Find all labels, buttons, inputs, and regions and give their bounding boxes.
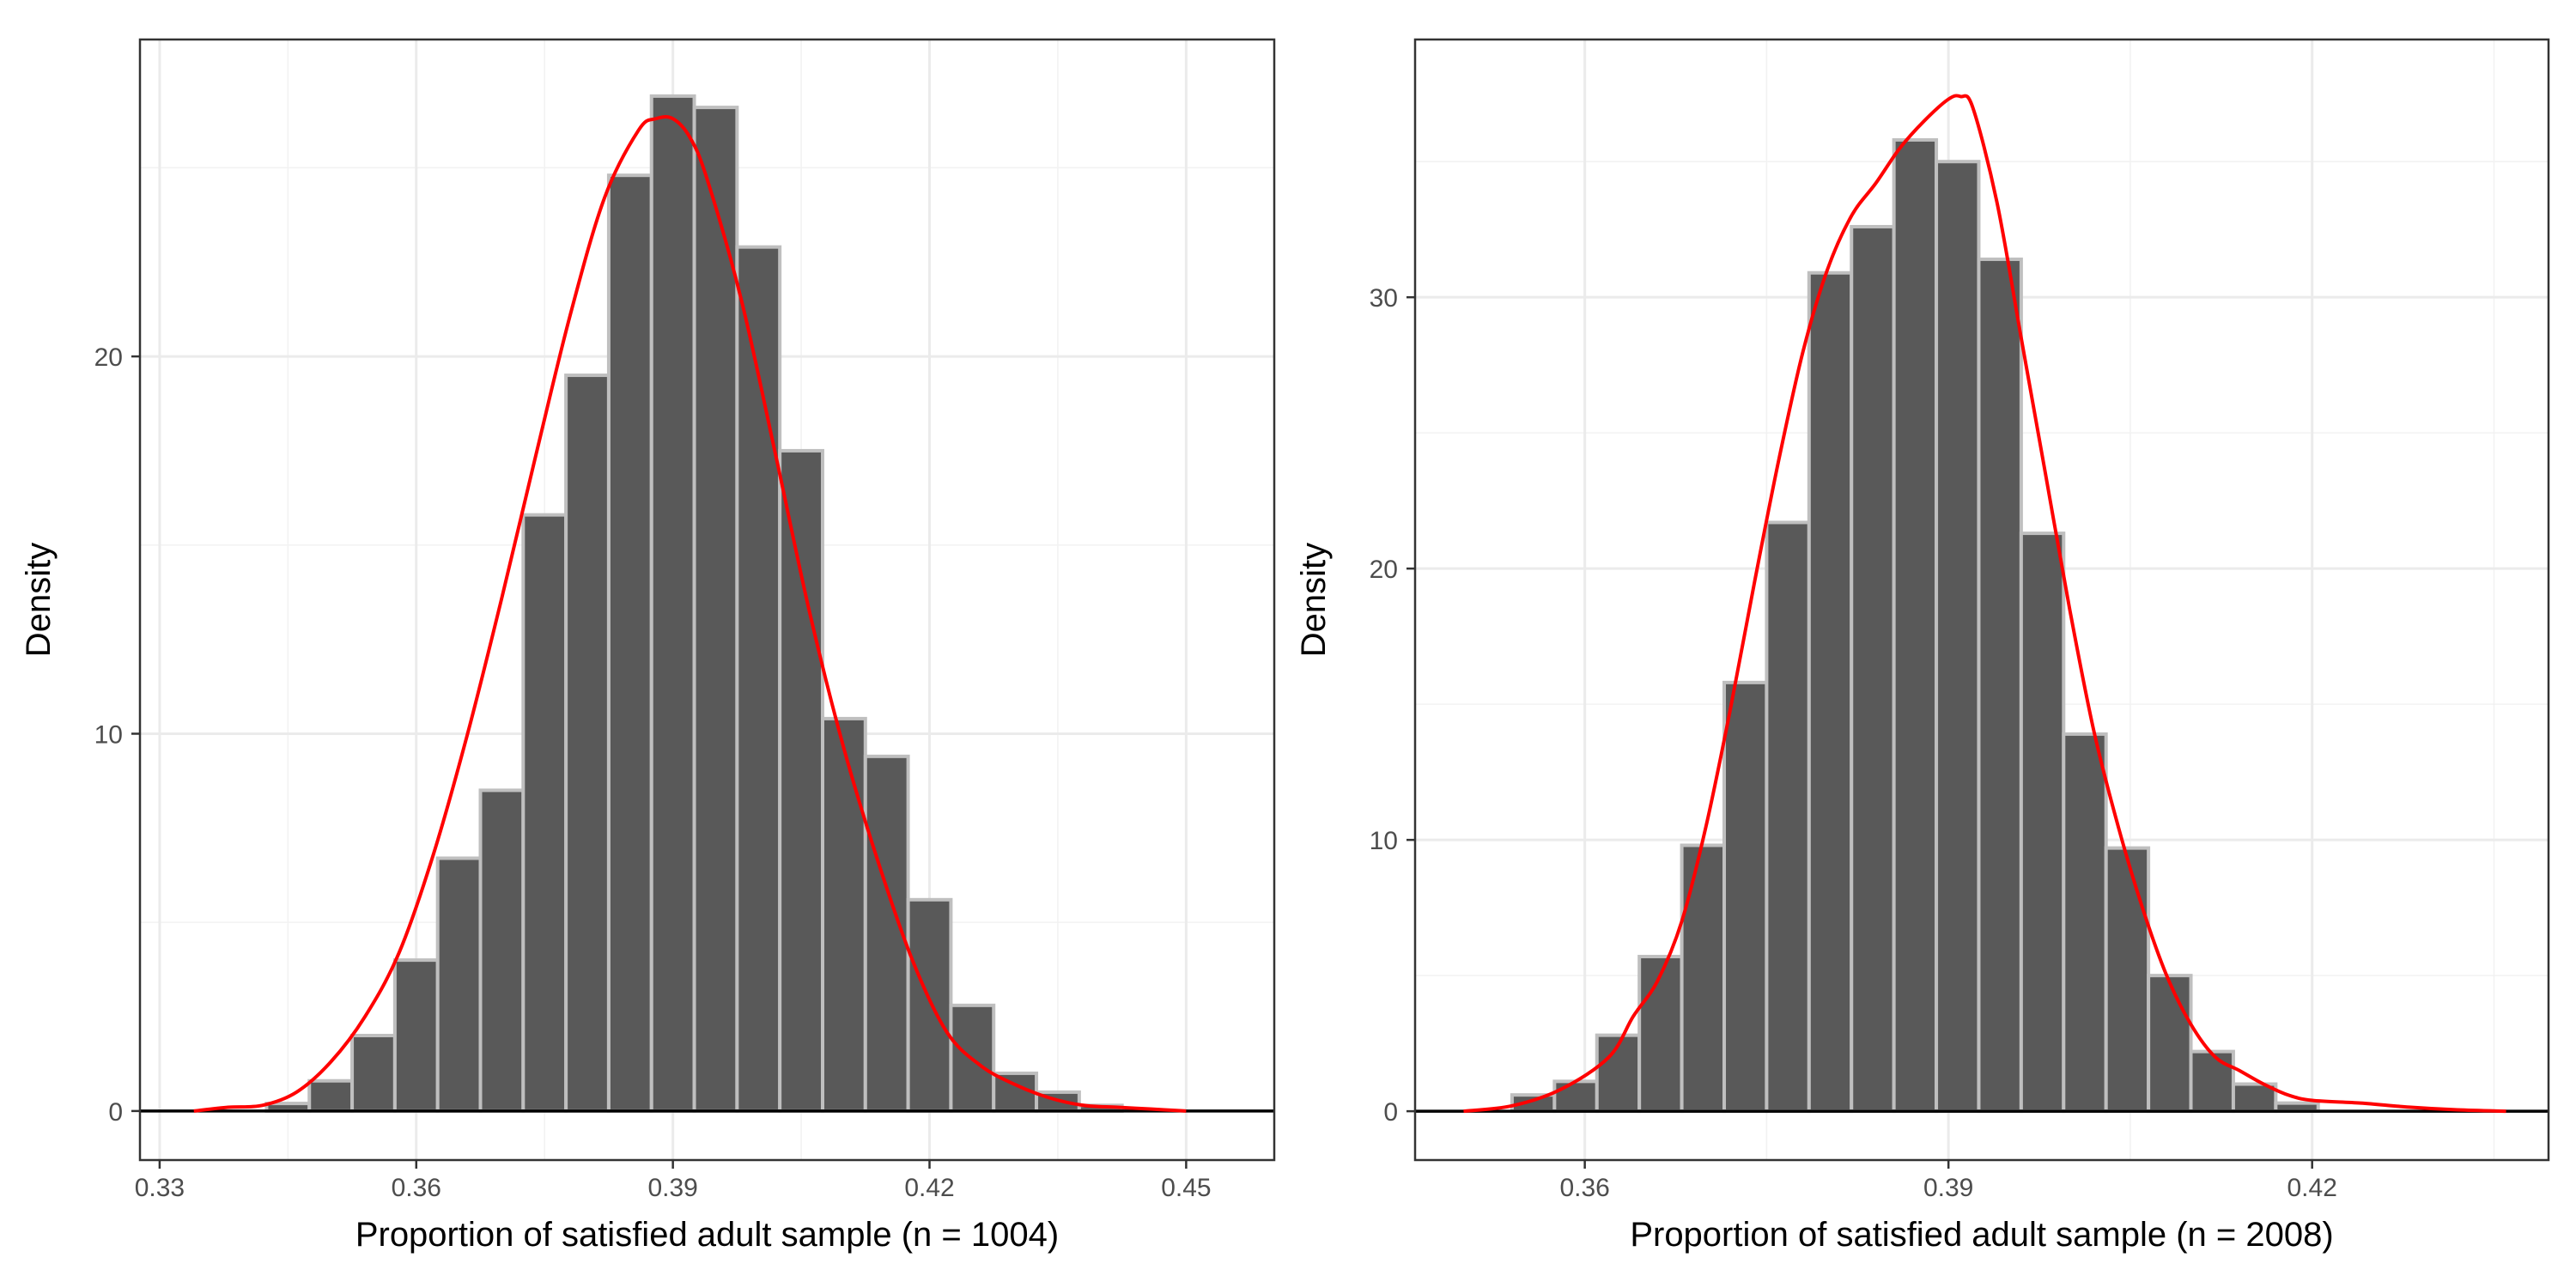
histogram-bar bbox=[2019, 532, 2066, 1114]
histogram-bar bbox=[1850, 225, 1896, 1114]
y-tick-label: 10 bbox=[1370, 827, 1398, 855]
histogram-bar bbox=[1637, 955, 1684, 1114]
histogram-bar bbox=[2189, 1049, 2235, 1114]
x-tick-label: 0.39 bbox=[647, 1174, 697, 1202]
y-axis-ticks: 0 10 20 bbox=[94, 343, 140, 1127]
histogram-panel-right: 0.36 0.39 0.42 0 10 20 30 Proportion of satisfi… bbox=[1295, 38, 2550, 1254]
histogram-bar bbox=[435, 856, 483, 1113]
histogram-bar bbox=[1935, 160, 1981, 1114]
histogram-bar bbox=[307, 1078, 355, 1113]
x-tick-label: 0.39 bbox=[1923, 1174, 1973, 1202]
panel-border bbox=[1413, 38, 2550, 1162]
y-axis-title: Density bbox=[1295, 543, 1333, 657]
x-axis-ticks: 0.36 0.39 0.42 bbox=[1559, 1160, 2337, 1202]
histogram-bar bbox=[478, 788, 526, 1113]
histogram-bar bbox=[521, 513, 568, 1113]
x-tick-label: 0.42 bbox=[904, 1174, 954, 1202]
histogram-bar bbox=[906, 897, 953, 1113]
histogram-bar bbox=[649, 94, 696, 1113]
histogram-bar bbox=[1722, 680, 1769, 1114]
histogram-bar bbox=[2104, 846, 2151, 1114]
x-axis-title: Proportion of satisfied adult sample (n … bbox=[355, 1216, 1059, 1254]
panel-border bbox=[138, 38, 1276, 1162]
y-tick-label: 30 bbox=[1370, 284, 1398, 313]
y-tick-label: 0 bbox=[1383, 1098, 1398, 1127]
x-tick-label: 0.45 bbox=[1161, 1174, 1211, 1202]
histogram-bar bbox=[564, 374, 611, 1113]
histogram-bar bbox=[820, 716, 867, 1113]
histogram-bar bbox=[1765, 520, 1811, 1114]
y-tick-label: 0 bbox=[108, 1098, 123, 1127]
y-tick-label: 20 bbox=[1370, 556, 1398, 584]
x-tick-label: 0.42 bbox=[2287, 1174, 2337, 1202]
y-axis-ticks: 0 10 20 30 bbox=[1370, 284, 1415, 1127]
x-tick-label: 0.36 bbox=[392, 1174, 441, 1202]
x-axis-ticks: 0.33 0.36 0.39 0.42 0.45 bbox=[135, 1160, 1212, 1202]
histogram-bar bbox=[2062, 732, 2108, 1114]
x-axis-title: Proportion of satisfied adult sample (n … bbox=[1630, 1216, 2333, 1254]
histogram-bar bbox=[2147, 974, 2193, 1114]
histogram-bar bbox=[692, 106, 739, 1113]
y-tick-label: 20 bbox=[94, 343, 123, 372]
histogram-bar bbox=[606, 173, 653, 1113]
histogram-bar bbox=[1680, 843, 1727, 1114]
y-axis-title: Density bbox=[20, 543, 58, 657]
histogram-bars bbox=[1510, 137, 2320, 1114]
histogram-bar bbox=[392, 958, 440, 1113]
density-curve bbox=[193, 115, 1187, 1113]
density-curve bbox=[1463, 94, 2506, 1114]
histogram-panel-left: 0.33 0.36 0.39 0.42 0.45 0 10 20 Proportion of s… bbox=[20, 38, 1276, 1254]
histogram-bar bbox=[1552, 1079, 1599, 1114]
x-tick-label: 0.36 bbox=[1559, 1174, 1609, 1202]
histogram-bar bbox=[1977, 257, 2023, 1114]
histogram-bar bbox=[1807, 270, 1854, 1114]
histogram-bar bbox=[350, 1034, 397, 1113]
x-tick-label: 0.33 bbox=[135, 1174, 185, 1202]
histogram-bar bbox=[778, 448, 824, 1113]
histogram-bar bbox=[1892, 137, 1939, 1114]
y-tick-label: 10 bbox=[94, 720, 123, 749]
